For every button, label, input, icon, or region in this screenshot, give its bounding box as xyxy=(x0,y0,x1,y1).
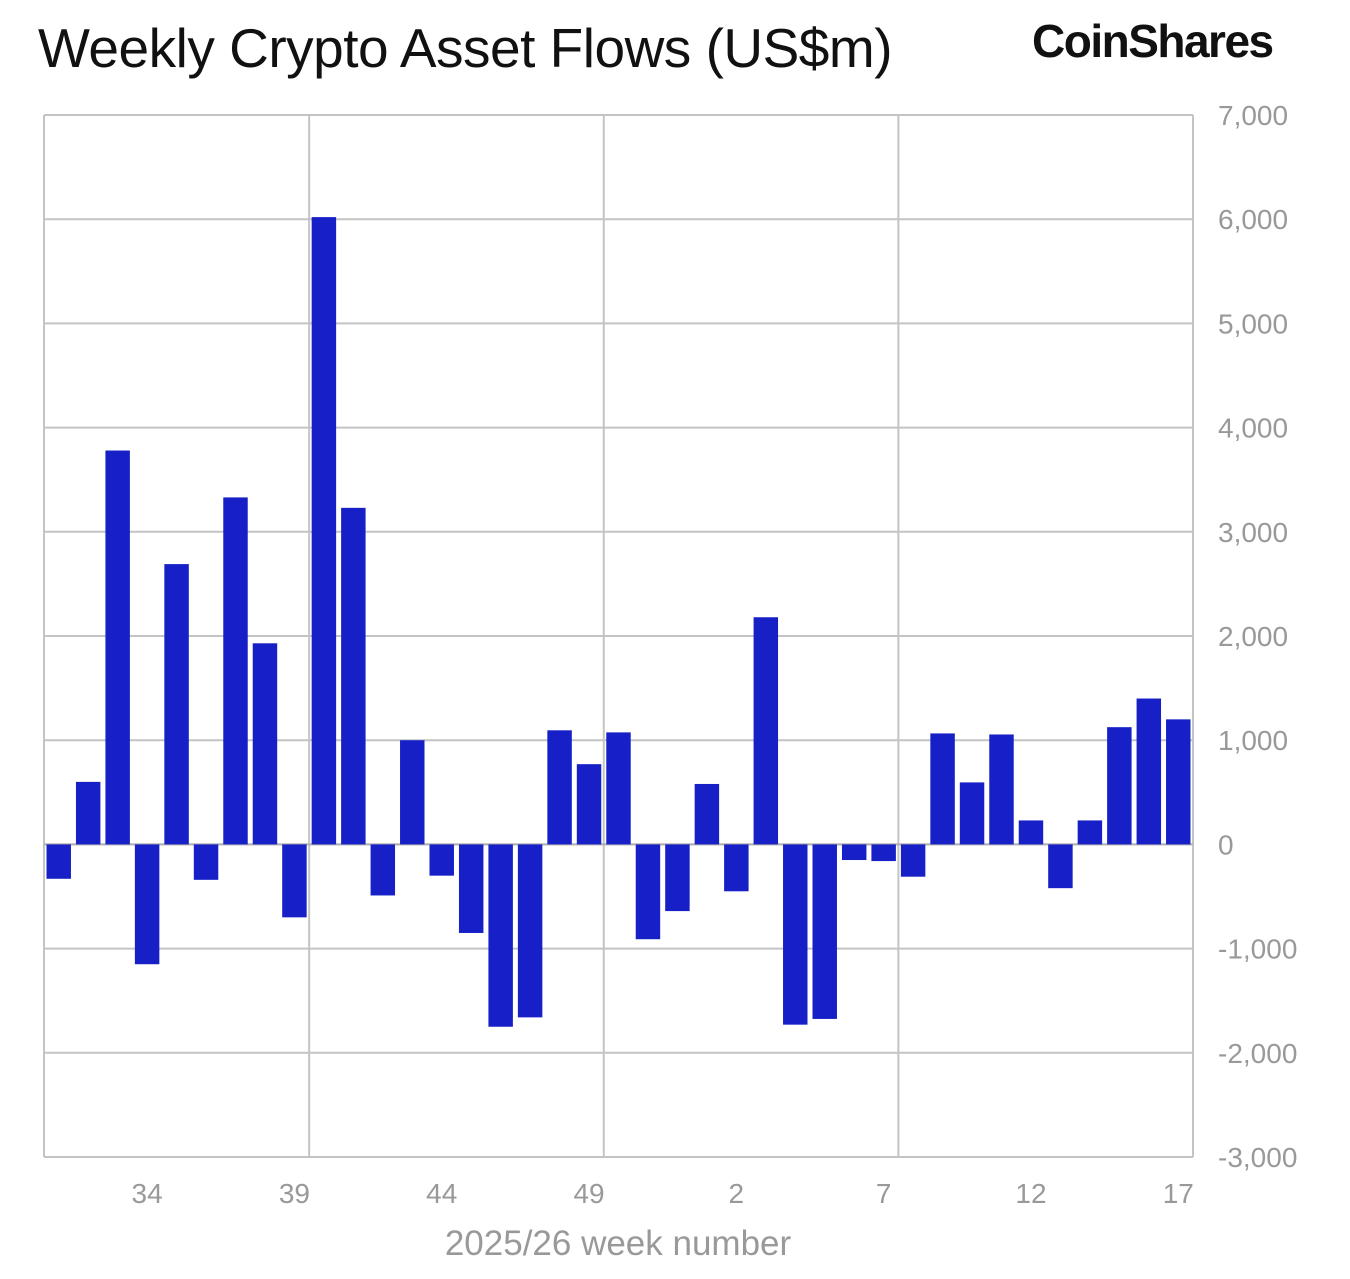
grid xyxy=(43,114,1194,1158)
bar-week-44 xyxy=(429,844,454,876)
coinshares-logo: CoinShares xyxy=(1032,15,1274,67)
bar-week-12 xyxy=(1018,820,1044,845)
bar-week-32 xyxy=(75,781,101,845)
bar-week-45 xyxy=(458,844,484,933)
bar-week-16 xyxy=(1136,698,1162,845)
bar-week-10 xyxy=(959,782,985,845)
y-tick-label: 6,000 xyxy=(1218,204,1288,235)
chart-title: Weekly Crypto Asset Flows (US$m) xyxy=(38,17,893,79)
bar-week-38 xyxy=(252,643,278,845)
bar-week-41 xyxy=(341,507,366,845)
bar-week-3 xyxy=(753,617,779,845)
bar-week-37 xyxy=(223,497,248,845)
bar-week-33 xyxy=(105,450,130,845)
bar-week-35 xyxy=(164,564,189,845)
y-tick-label: 0 xyxy=(1218,829,1234,860)
x-tick-label: 34 xyxy=(132,1178,163,1209)
x-tick-label: 12 xyxy=(1015,1178,1046,1209)
bar-week-43 xyxy=(400,740,425,845)
y-tick-label: -2,000 xyxy=(1218,1038,1297,1069)
bar-week-7 xyxy=(871,844,896,862)
bar-week-11 xyxy=(989,734,1014,845)
bar-week-14 xyxy=(1077,820,1103,845)
bars xyxy=(46,217,1191,1027)
bar-week-51 xyxy=(635,844,661,940)
x-tick-label: 17 xyxy=(1163,1178,1194,1209)
x-axis-label: 2025/26 week number xyxy=(445,1224,792,1263)
y-tick-label: -3,000 xyxy=(1218,1142,1297,1173)
x-tick-label: 2 xyxy=(729,1178,745,1209)
y-tick-label: 4,000 xyxy=(1218,413,1288,444)
bar-week-15 xyxy=(1107,727,1132,845)
bar-week-17 xyxy=(1166,719,1191,845)
bar-week-48 xyxy=(547,730,572,845)
y-tick-label: 1,000 xyxy=(1218,725,1288,756)
bar-week-52 xyxy=(665,844,690,912)
bar-week-39 xyxy=(282,844,307,918)
bar-week-13 xyxy=(1048,844,1073,889)
bar-week-6 xyxy=(841,844,867,861)
bar-week-46 xyxy=(488,844,513,1027)
bar-week-42 xyxy=(370,844,396,896)
bar-week-4 xyxy=(783,844,808,1025)
bar-week-2 xyxy=(724,844,749,892)
bar-week-50 xyxy=(606,732,631,845)
bar-week-47 xyxy=(517,844,543,1018)
y-tick-label: -1,000 xyxy=(1218,934,1297,965)
y-axis-ticks: 7,000 6,000 5,000 4,000 3,000 2,000 1,000 0 -1,0… xyxy=(1218,100,1297,1173)
bar-week-34 xyxy=(134,844,160,965)
bar-week-36 xyxy=(193,844,219,880)
y-tick-label: 5,000 xyxy=(1218,308,1288,339)
bar-week-31 xyxy=(46,844,71,879)
x-axis-ticks: 34 39 44 49 2 7 12 17 xyxy=(132,1178,1194,1209)
bar-week-1 xyxy=(694,783,720,845)
bar-week-9 xyxy=(930,733,955,845)
bar-week-40 xyxy=(311,217,337,845)
bar-week-5 xyxy=(812,844,837,1019)
bar-week-49 xyxy=(576,764,602,845)
x-tick-label: 7 xyxy=(876,1178,892,1209)
y-tick-label: 2,000 xyxy=(1218,621,1288,652)
y-tick-label: 3,000 xyxy=(1218,517,1288,548)
bar-week-8 xyxy=(900,844,926,877)
x-tick-label: 49 xyxy=(573,1178,604,1209)
y-tick-label: 7,000 xyxy=(1218,100,1288,131)
x-tick-label: 44 xyxy=(426,1178,457,1209)
x-tick-label: 39 xyxy=(279,1178,310,1209)
